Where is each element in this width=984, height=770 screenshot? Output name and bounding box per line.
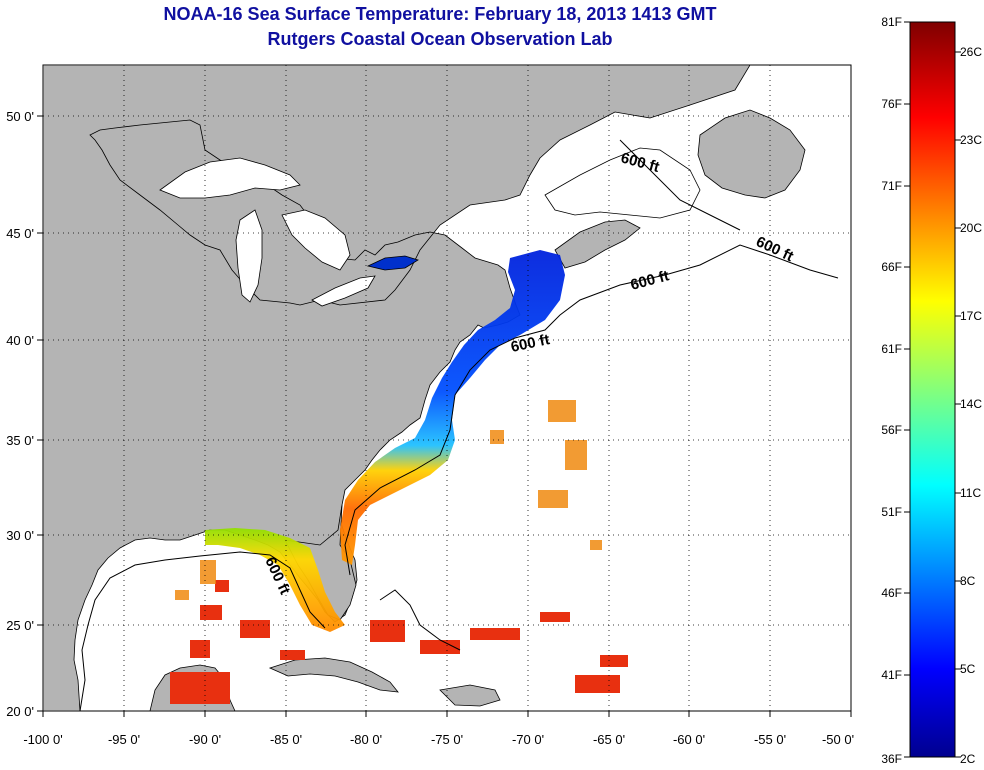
lat-label: 40 0'	[6, 333, 34, 348]
lon-label: -100 0'	[23, 732, 62, 747]
isobath-600ft	[79, 139, 839, 711]
lat-labels: 20 0' 25 0' 30 0' 35 0' 40 0' 45 0' 50 0…	[6, 109, 34, 719]
colorbar-f-labels: 81F 76F 71F 66F 61F 56F 51F 46F 41F 36F	[881, 15, 902, 766]
colorbar-c-ticks	[955, 51, 961, 758]
sst-scatter-orange	[175, 400, 602, 600]
colorbar-f-ticks	[904, 21, 910, 758]
land-nova-scotia	[554, 219, 641, 269]
sst-scatter-warm	[170, 580, 628, 704]
colorbar-f-label: 51F	[881, 505, 902, 519]
axis-ticks	[37, 115, 852, 717]
gulf-st-lawrence	[544, 147, 701, 219]
lake-michigan	[235, 209, 263, 303]
colorbar-f-label: 76F	[881, 97, 902, 111]
lat-label: 25 0'	[6, 618, 34, 633]
lon-label: -85 0'	[270, 732, 302, 747]
colorbar-c-label: 20C	[960, 221, 982, 235]
colorbar-c-label: 26C	[960, 45, 982, 59]
lon-label: -75 0'	[431, 732, 463, 747]
colorbar-c-label: 8C	[960, 574, 976, 588]
lake-superior	[159, 157, 301, 199]
lake-ontario	[366, 255, 419, 271]
lon-label: -90 0'	[189, 732, 221, 747]
lon-label: -60 0'	[673, 732, 705, 747]
land-cuba	[268, 657, 399, 693]
colorbar-c-label: 2C	[960, 752, 976, 766]
lon-label: -55 0'	[754, 732, 786, 747]
colorbar-f-label: 81F	[881, 15, 902, 29]
colorbar	[909, 21, 956, 758]
lat-label: 50 0'	[6, 109, 34, 124]
colorbar-f-label: 36F	[881, 752, 902, 766]
colorbar-c-label: 17C	[960, 309, 982, 323]
land-newfoundland	[697, 109, 806, 199]
lat-label: 20 0'	[6, 704, 34, 719]
colorbar-c-labels: 26C 23C 20C 17C 14C 11C 8C 5C 2C	[960, 45, 982, 766]
lake-huron	[281, 209, 351, 271]
lat-label: 30 0'	[6, 528, 34, 543]
map-subtitle: Rutgers Coastal Ocean Observation Lab	[267, 29, 613, 49]
land-hispaniola	[439, 684, 501, 707]
sst-gulf-shelf	[205, 528, 345, 632]
colorbar-f-label: 71F	[881, 179, 902, 193]
colorbar-f-label: 66F	[881, 260, 902, 274]
lon-label: -95 0'	[108, 732, 140, 747]
colorbar-c-label: 5C	[960, 662, 976, 676]
map-layers	[43, 65, 839, 711]
lat-label: 35 0'	[6, 433, 34, 448]
lon-label: -70 0'	[512, 732, 544, 747]
lon-labels: -100 0' -95 0' -90 0' -85 0' -80 0' -75 …	[23, 732, 854, 747]
lon-label: -80 0'	[350, 732, 382, 747]
lon-label: -50 0'	[822, 732, 854, 747]
lon-label: -65 0'	[593, 732, 625, 747]
sst-coastal-band	[340, 250, 565, 565]
lake-erie	[311, 275, 376, 307]
colorbar-c-label: 11C	[960, 486, 981, 500]
colorbar-f-label: 41F	[881, 668, 902, 682]
colorbar-f-label: 46F	[881, 586, 902, 600]
colorbar-c-label: 14C	[960, 397, 982, 411]
colorbar-f-label: 56F	[881, 423, 902, 437]
map-title: NOAA-16 Sea Surface Temperature: Februar…	[163, 4, 717, 24]
lat-label: 45 0'	[6, 226, 34, 241]
colorbar-f-label: 61F	[881, 342, 902, 356]
colorbar-c-label: 23C	[960, 133, 982, 147]
